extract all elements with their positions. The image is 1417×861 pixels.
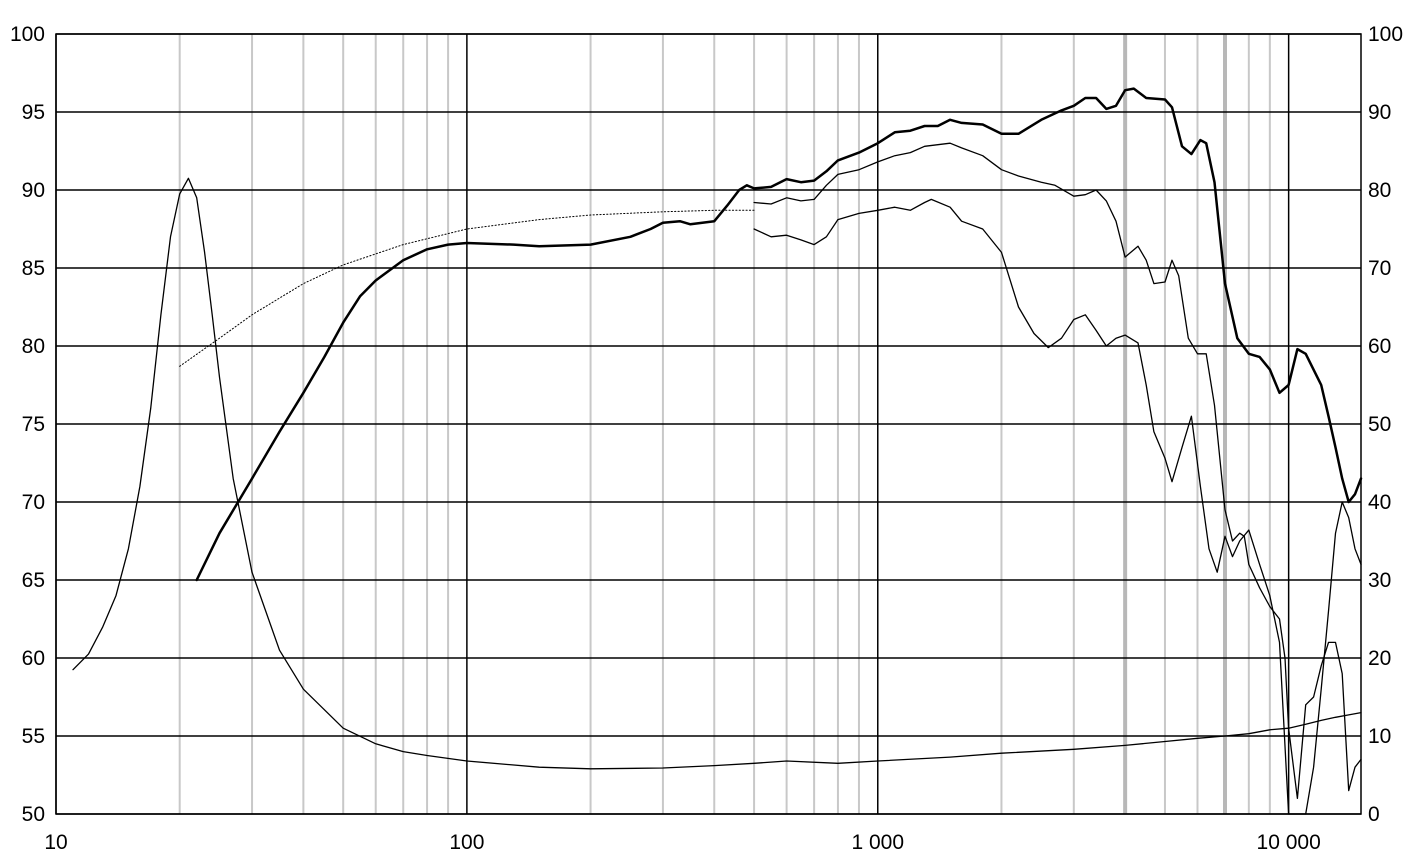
y-tick-label: 100 <box>10 23 45 46</box>
y-tick-label: 55 <box>22 725 45 748</box>
y-tick-label: 60 <box>22 647 45 670</box>
y2-tick-label: 30 <box>1368 569 1391 592</box>
y2-tick-label: 40 <box>1368 491 1391 514</box>
x-tick-label: 100 <box>449 831 484 854</box>
y-tick-label: 70 <box>22 491 45 514</box>
x-tick-label: 10 000 <box>1257 831 1321 854</box>
y-tick-labels: 100 95 90 85 80 75 70 65 60 55 50 <box>10 23 45 826</box>
y2-tick-label: 80 <box>1368 179 1391 202</box>
plot-frame <box>55 33 1362 815</box>
y2-tick-label: 70 <box>1368 257 1391 280</box>
series-line-3 <box>753 142 1362 800</box>
series-line-1 <box>179 209 755 367</box>
x-tick-labels: 10 100 1 000 10 000 <box>44 831 1320 854</box>
y-tick-label: 65 <box>22 569 45 592</box>
series-line-4 <box>753 198 1362 815</box>
y-tick-label: 90 <box>22 179 45 202</box>
y2-tick-label: 20 <box>1368 647 1391 670</box>
y2-tick-label: 90 <box>1368 101 1391 124</box>
series-layer <box>72 87 1363 815</box>
y2-tick-label: 50 <box>1368 413 1391 436</box>
y2-tick-label: 60 <box>1368 335 1391 358</box>
y-tick-label: 95 <box>22 101 45 124</box>
y2-tick-label: 100 <box>1368 23 1403 46</box>
y2-tick-label: 10 <box>1368 725 1391 748</box>
y-tick-label: 85 <box>22 257 45 280</box>
x-tick-label: 10 <box>44 831 67 854</box>
y2-tick-label: 0 <box>1368 803 1380 826</box>
y-tick-label: 50 <box>22 803 45 826</box>
y-tick-label: 80 <box>22 335 45 358</box>
series-line-5 <box>72 177 1362 770</box>
y-tick-label: 75 <box>22 413 45 436</box>
x-tick-label: 1 000 <box>851 831 904 854</box>
series-line-2 <box>195 87 1363 582</box>
